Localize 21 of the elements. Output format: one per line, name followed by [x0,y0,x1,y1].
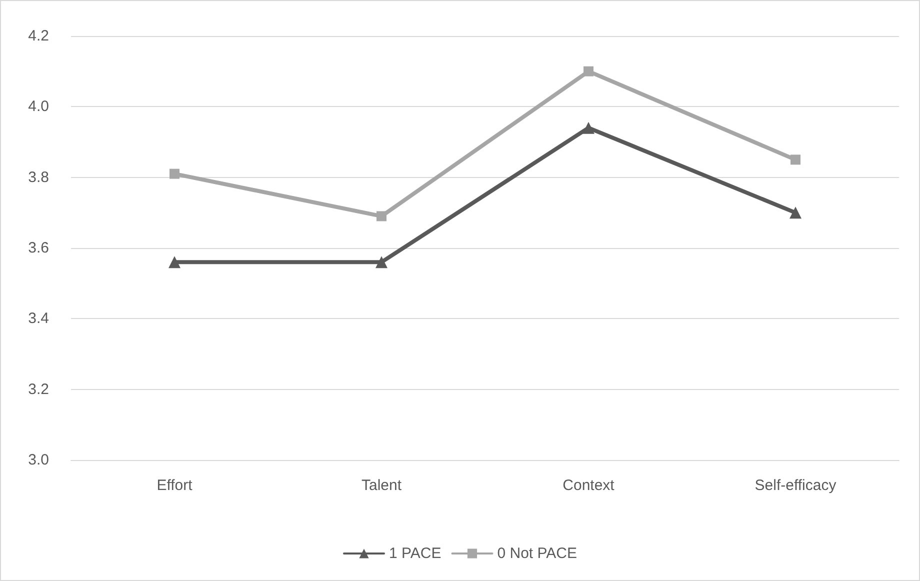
point [790,206,802,219]
y-tick-label: 3.0 [28,452,49,468]
x-tick-label: Effort [156,477,194,494]
y-tick-label: 3.2 [28,380,49,398]
point [790,154,800,165]
y-tick-label: 4.0 [28,98,49,116]
y-tick-label: 3.6 [28,240,49,256]
point [170,168,180,179]
legend-label: 0 Not PACE [497,545,578,562]
point [376,256,388,268]
y-tick-label: 3.8 [28,168,49,186]
point [168,256,180,268]
point [582,122,594,134]
x-tick-label: Self-efficacy [754,477,837,494]
legend-label: 1 PACE [389,545,442,562]
x-tick-label: Talent [361,477,402,494]
y-tick-label: 3.4 [28,310,49,328]
x-tick-label: Context [562,477,616,494]
point [376,211,386,222]
y-tick-label: 4.2 [28,28,49,44]
point [584,66,594,76]
